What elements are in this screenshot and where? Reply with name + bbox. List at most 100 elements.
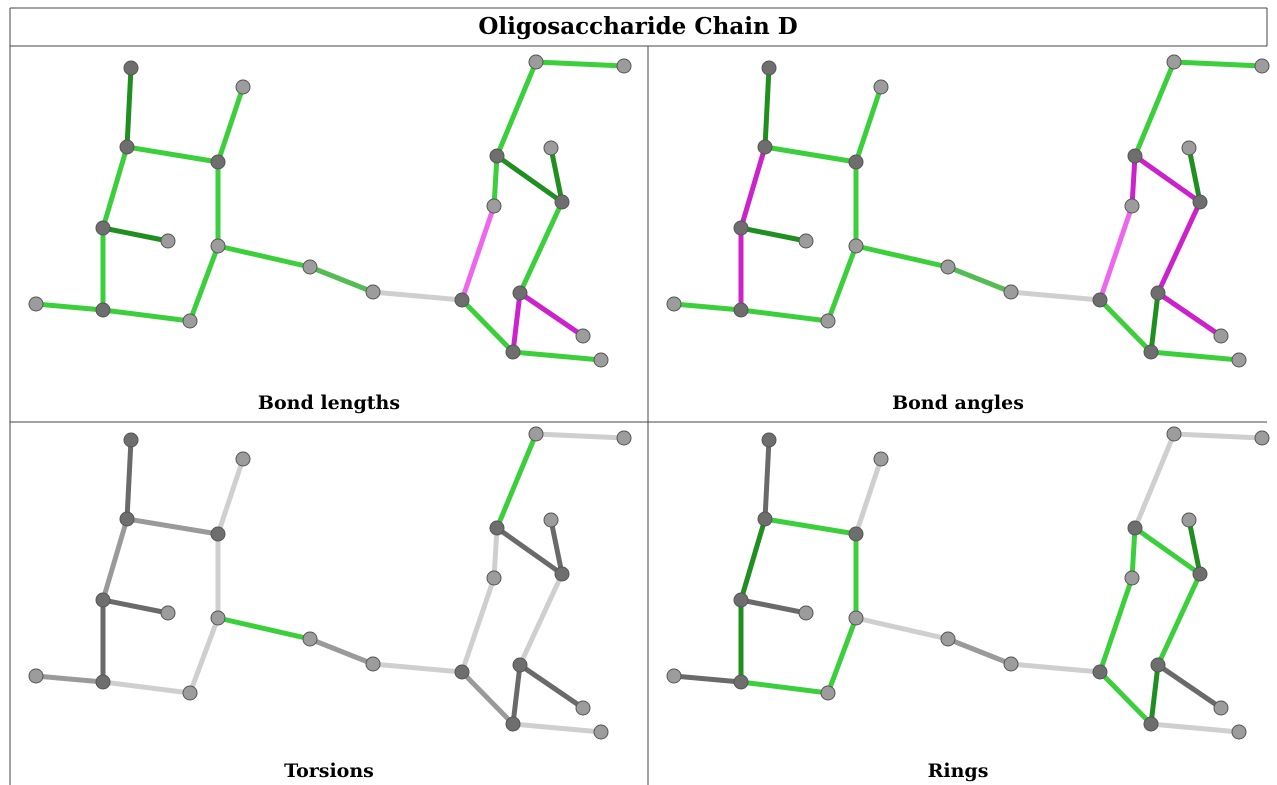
bond (36, 676, 103, 682)
bond (497, 62, 536, 156)
atom (161, 234, 175, 248)
atom (799, 606, 813, 620)
atom (874, 80, 888, 94)
bond (1135, 62, 1174, 156)
caption: Bond lengths (258, 392, 400, 414)
atom (506, 717, 520, 731)
bond (1158, 202, 1200, 293)
atom (487, 571, 501, 585)
atom (1093, 293, 1107, 307)
page: Oligosaccharide Chain D Bond lengths Bon… (0, 0, 1277, 785)
atom (513, 658, 527, 672)
atom (236, 80, 250, 94)
bond (536, 62, 624, 66)
atom (849, 239, 863, 253)
bond (1100, 578, 1132, 672)
bond (1100, 300, 1151, 352)
bond (1132, 156, 1135, 206)
bond (494, 528, 497, 578)
bond (462, 300, 513, 352)
bond (856, 459, 881, 534)
bond (856, 246, 948, 267)
atom (1151, 658, 1165, 672)
bond (674, 304, 741, 310)
bond (948, 639, 1011, 664)
atom (506, 345, 520, 359)
bond (462, 578, 494, 672)
caption: Bond angles (892, 392, 1024, 414)
atom (120, 140, 134, 154)
atom (821, 686, 835, 700)
bond (36, 304, 103, 310)
atom (236, 452, 250, 466)
atom (96, 593, 110, 607)
atom (161, 606, 175, 620)
atom (211, 611, 225, 625)
atom (96, 221, 110, 235)
atom (1167, 55, 1181, 69)
atom (799, 234, 813, 248)
atom (513, 286, 527, 300)
atom (366, 657, 380, 671)
bond (1158, 665, 1221, 708)
bond (127, 147, 218, 162)
atom (1151, 286, 1165, 300)
atom (849, 155, 863, 169)
bond (1174, 434, 1262, 438)
atom (555, 567, 569, 581)
atom (1093, 665, 1107, 679)
atom (941, 632, 955, 646)
bond (1100, 206, 1132, 300)
atom (1193, 195, 1207, 209)
atom (758, 140, 772, 154)
atom (124, 61, 138, 75)
atom (1144, 345, 1158, 359)
atom (734, 593, 748, 607)
bond (1011, 292, 1100, 300)
bond (462, 672, 513, 724)
atom (1004, 657, 1018, 671)
bond (127, 440, 131, 519)
bond (765, 519, 856, 534)
atom (667, 669, 681, 683)
atom (821, 314, 835, 328)
bond (1151, 665, 1158, 724)
bond (674, 676, 741, 682)
atom (455, 665, 469, 679)
bond (741, 600, 806, 613)
atom (1182, 141, 1196, 155)
atom (455, 293, 469, 307)
bond (828, 618, 856, 693)
bond (497, 434, 536, 528)
bond (1100, 672, 1151, 724)
molecules (29, 55, 1269, 739)
atom (1214, 701, 1228, 715)
bond (462, 206, 494, 300)
bond (218, 459, 243, 534)
atom (617, 59, 631, 73)
bond (310, 267, 373, 292)
bond (536, 434, 624, 438)
atom (211, 155, 225, 169)
atom (1144, 717, 1158, 731)
bond (103, 682, 190, 693)
atom (1255, 431, 1269, 445)
bond (520, 665, 583, 708)
atom (874, 452, 888, 466)
atom (529, 427, 543, 441)
bond (373, 664, 462, 672)
bond (520, 293, 583, 336)
atom (544, 513, 558, 527)
bond (765, 147, 856, 162)
atom (211, 239, 225, 253)
atom (941, 260, 955, 274)
bond (494, 156, 497, 206)
atom (1128, 521, 1142, 535)
bond (190, 618, 218, 693)
atom (1004, 285, 1018, 299)
bond (741, 519, 765, 600)
atom (529, 55, 543, 69)
atom (594, 353, 608, 367)
caption: Torsions (284, 760, 374, 782)
atom (96, 675, 110, 689)
